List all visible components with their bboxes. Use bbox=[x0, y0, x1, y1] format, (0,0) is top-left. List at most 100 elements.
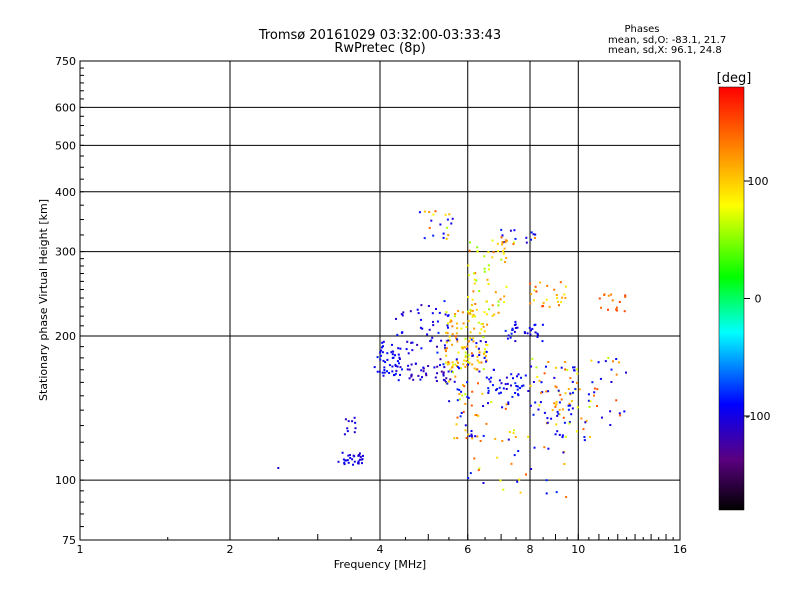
data-point bbox=[624, 294, 627, 297]
data-point bbox=[347, 454, 350, 457]
data-point bbox=[477, 382, 479, 385]
data-point bbox=[558, 408, 561, 411]
data-point bbox=[453, 437, 456, 440]
data-point bbox=[498, 386, 501, 389]
y-tick-label: 200 bbox=[55, 330, 76, 343]
data-point bbox=[422, 366, 425, 369]
data-point bbox=[512, 243, 515, 246]
data-point bbox=[496, 388, 498, 391]
data-point bbox=[467, 433, 470, 436]
data-point bbox=[359, 455, 362, 458]
data-point bbox=[478, 290, 481, 292]
y-tick-label: 600 bbox=[55, 101, 76, 114]
data-point bbox=[566, 368, 569, 371]
data-point bbox=[390, 351, 393, 354]
data-point bbox=[591, 381, 594, 384]
data-point bbox=[514, 436, 517, 438]
data-point bbox=[540, 391, 543, 394]
data-point bbox=[432, 213, 435, 216]
data-point bbox=[353, 460, 356, 463]
data-point bbox=[379, 351, 382, 354]
data-point bbox=[351, 420, 354, 423]
data-point bbox=[580, 417, 583, 420]
data-point bbox=[447, 339, 450, 342]
data-point bbox=[491, 314, 494, 317]
data-point bbox=[456, 399, 459, 402]
data-point bbox=[473, 457, 476, 460]
data-point bbox=[362, 454, 364, 457]
data-point bbox=[524, 374, 527, 377]
data-point bbox=[446, 382, 449, 385]
data-point bbox=[623, 310, 626, 313]
data-point bbox=[394, 354, 396, 357]
data-point bbox=[471, 354, 474, 357]
data-point bbox=[477, 321, 480, 324]
data-point bbox=[516, 385, 519, 388]
data-point bbox=[379, 358, 382, 361]
data-point bbox=[501, 406, 504, 409]
phase-stats-x: mean, sd,X: 96.1, 24.8 bbox=[608, 45, 722, 56]
data-point bbox=[564, 285, 567, 288]
data-point bbox=[467, 354, 470, 357]
data-point bbox=[555, 294, 558, 296]
data-point bbox=[507, 401, 510, 404]
data-point bbox=[381, 346, 383, 349]
data-point bbox=[513, 454, 516, 457]
data-point bbox=[460, 412, 463, 414]
data-point bbox=[557, 412, 560, 415]
data-point bbox=[609, 424, 612, 426]
data-point bbox=[500, 228, 503, 231]
data-point bbox=[480, 323, 483, 325]
data-point bbox=[556, 430, 559, 433]
data-point bbox=[541, 391, 544, 394]
data-point bbox=[590, 359, 593, 362]
data-point bbox=[436, 345, 438, 348]
data-point bbox=[506, 337, 509, 340]
data-point bbox=[427, 365, 430, 367]
data-point bbox=[394, 372, 397, 375]
data-point bbox=[533, 446, 536, 449]
data-point bbox=[442, 363, 445, 366]
data-point bbox=[386, 352, 389, 355]
data-point bbox=[450, 222, 453, 225]
data-point bbox=[475, 308, 478, 311]
data-point bbox=[505, 257, 508, 259]
data-point bbox=[454, 313, 457, 315]
data-point bbox=[462, 363, 465, 366]
data-point bbox=[562, 416, 565, 419]
data-point bbox=[433, 366, 436, 369]
data-point bbox=[469, 472, 472, 475]
y-tick-label: 100 bbox=[55, 474, 76, 487]
data-point bbox=[503, 247, 506, 250]
data-point bbox=[501, 440, 504, 442]
data-point bbox=[569, 377, 572, 380]
data-point bbox=[456, 365, 458, 368]
data-point bbox=[568, 402, 571, 405]
data-point bbox=[467, 363, 470, 366]
data-point bbox=[471, 315, 474, 318]
data-point bbox=[507, 438, 510, 441]
data-point bbox=[358, 452, 361, 455]
data-point bbox=[410, 341, 413, 344]
data-point bbox=[496, 456, 499, 459]
data-point bbox=[533, 289, 536, 292]
data-point bbox=[576, 406, 579, 409]
data-point bbox=[563, 463, 566, 465]
data-point bbox=[467, 296, 470, 299]
data-point bbox=[343, 433, 346, 436]
data-point bbox=[381, 341, 384, 344]
data-point bbox=[587, 399, 590, 402]
data-point bbox=[396, 360, 399, 363]
data-point bbox=[505, 388, 508, 390]
data-point bbox=[558, 433, 561, 436]
x-axis-label: Frequency [MHz] bbox=[334, 558, 426, 571]
data-point bbox=[466, 345, 469, 348]
data-point bbox=[534, 401, 537, 404]
data-point bbox=[456, 388, 459, 391]
x-tick-label: 6 bbox=[464, 543, 471, 556]
data-point bbox=[610, 381, 613, 383]
data-point bbox=[432, 324, 435, 327]
data-point bbox=[540, 381, 543, 384]
data-point bbox=[609, 410, 612, 413]
colorbar bbox=[718, 86, 745, 511]
